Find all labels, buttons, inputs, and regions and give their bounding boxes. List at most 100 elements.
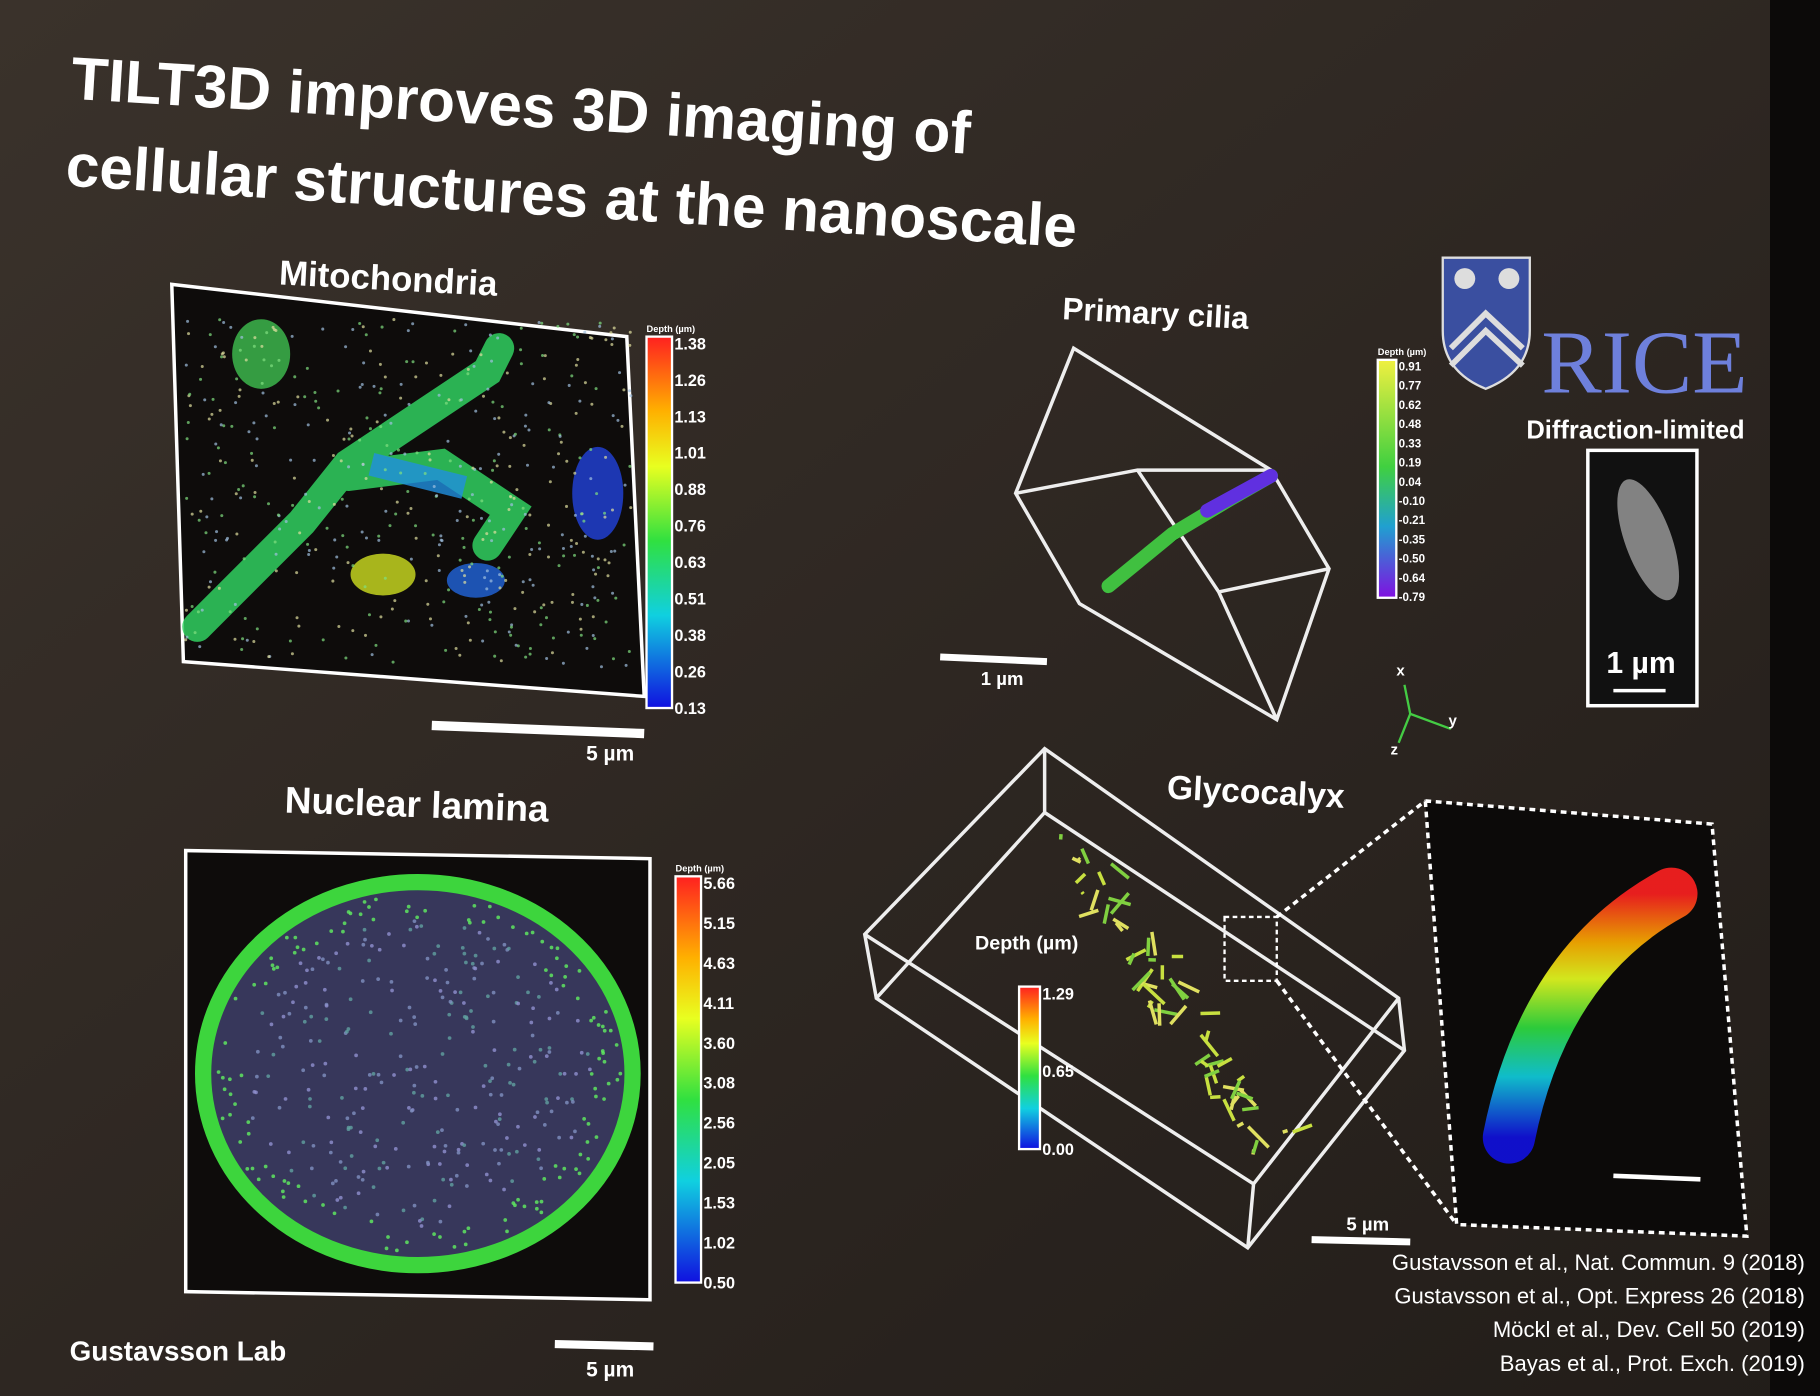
colorbar-tick: 0.13 xyxy=(674,700,706,718)
speckle xyxy=(356,1175,361,1179)
speckle xyxy=(542,1176,547,1181)
speckle xyxy=(351,629,355,633)
speckle xyxy=(220,1116,225,1121)
speckle xyxy=(412,1015,417,1019)
speckle xyxy=(307,548,311,553)
speckle xyxy=(538,1047,543,1052)
reference: Bayas et al., Prot. Exch. (2019) xyxy=(1500,1351,1805,1376)
speckle xyxy=(424,579,428,583)
colorbar-tick: 3.08 xyxy=(703,1075,735,1093)
speckle xyxy=(361,942,366,947)
speckle xyxy=(307,499,311,503)
speckle xyxy=(221,351,225,355)
speckle xyxy=(455,1107,460,1112)
speckle xyxy=(480,603,484,607)
nucleus-texture xyxy=(216,897,623,1253)
speckle xyxy=(271,1174,276,1179)
speckle xyxy=(261,391,265,395)
speckle xyxy=(467,497,471,501)
speckle xyxy=(278,527,282,531)
speckle xyxy=(408,1067,413,1072)
speckle xyxy=(488,333,492,337)
speckle xyxy=(377,534,381,538)
speckle xyxy=(513,1203,517,1208)
colorbar-title: Depth (µm) xyxy=(1378,347,1427,357)
speckle xyxy=(312,458,316,462)
speckle xyxy=(326,418,330,422)
speckle xyxy=(237,488,241,492)
speckle xyxy=(523,424,527,428)
speckle xyxy=(424,361,428,365)
speckle xyxy=(488,1178,493,1183)
speckle xyxy=(385,443,389,448)
speckle xyxy=(496,959,500,964)
zoom-lines xyxy=(1275,799,1459,1226)
speckle xyxy=(409,557,413,561)
speckle xyxy=(591,585,595,589)
speckle xyxy=(542,603,546,607)
colorbar-tick: 1.02 xyxy=(703,1234,735,1252)
speckle xyxy=(272,426,276,430)
speckle xyxy=(360,1177,365,1182)
speckle xyxy=(594,572,598,576)
speckle xyxy=(329,1140,334,1145)
speckle xyxy=(526,990,530,995)
colorbar-tick: 0.51 xyxy=(674,590,706,608)
speckle xyxy=(275,965,280,970)
speckle xyxy=(445,980,450,985)
speckle xyxy=(609,331,613,335)
colorbar-tick: 0.65 xyxy=(1042,1063,1074,1081)
speckle xyxy=(271,1052,276,1057)
colorbar-tick: 2.05 xyxy=(703,1155,735,1173)
speckle xyxy=(498,586,502,590)
speckle xyxy=(293,935,298,940)
speckle xyxy=(599,665,603,669)
speckle xyxy=(325,526,329,530)
speckle xyxy=(250,451,254,455)
speckle xyxy=(437,569,441,573)
fiber xyxy=(1251,1139,1259,1154)
speckle xyxy=(471,1025,475,1029)
speckle xyxy=(399,471,403,475)
speckle xyxy=(583,381,587,385)
speckle xyxy=(573,1129,577,1134)
speckle xyxy=(188,404,192,408)
reference: Gustavsson et al., Nat. Commun. 9 (2018) xyxy=(1392,1250,1805,1275)
speckle xyxy=(379,425,383,429)
speckle xyxy=(488,1092,493,1097)
speckle xyxy=(399,396,403,400)
speckle xyxy=(305,968,309,973)
speckle xyxy=(430,623,434,627)
fiber xyxy=(1080,847,1091,865)
speckle xyxy=(585,1140,590,1144)
speckle xyxy=(243,616,247,621)
speckle xyxy=(596,557,600,561)
speckle xyxy=(198,645,202,649)
speckle xyxy=(458,464,462,468)
speckle xyxy=(441,1177,446,1182)
speckle xyxy=(340,497,344,501)
speckle xyxy=(508,1080,512,1085)
speckle xyxy=(398,1054,403,1059)
speckle xyxy=(618,371,622,375)
speckle xyxy=(537,541,541,545)
speckle xyxy=(472,903,477,908)
speckle xyxy=(298,531,302,535)
speckle xyxy=(238,348,242,352)
speckle xyxy=(256,1049,260,1054)
speckle xyxy=(240,648,244,652)
speckle xyxy=(427,452,431,456)
speckle xyxy=(274,552,278,556)
wireframe-box xyxy=(862,746,1407,1251)
speckle xyxy=(220,355,224,359)
speckle xyxy=(547,1046,552,1050)
speckle xyxy=(324,1017,329,1021)
speckle xyxy=(559,440,563,444)
speckle xyxy=(361,325,365,329)
speckle xyxy=(574,1072,578,1076)
speckle xyxy=(406,489,410,494)
speckle xyxy=(250,458,254,462)
colorbar-tick: 2.56 xyxy=(703,1115,735,1133)
speckle xyxy=(353,1086,358,1091)
speckle xyxy=(286,1181,291,1185)
